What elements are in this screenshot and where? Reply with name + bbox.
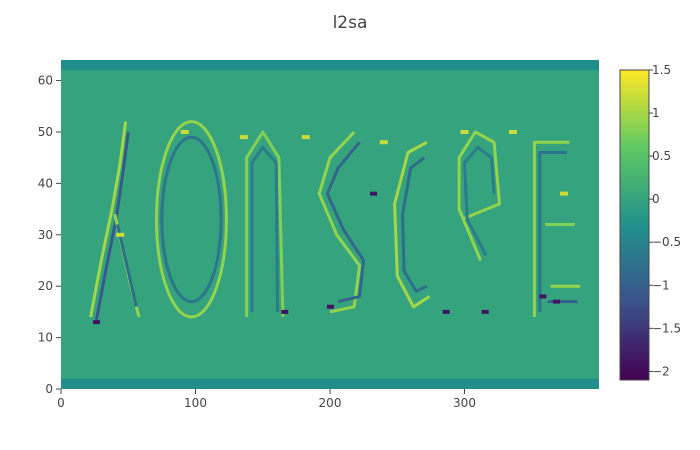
y-tick-label: 10 <box>38 331 53 345</box>
y-tick-label: 60 <box>38 74 53 88</box>
colorbar-gradient <box>619 69 650 381</box>
y-tick-label: 50 <box>38 125 53 139</box>
heatmap-maximum-spot <box>560 191 569 196</box>
colorbar-ticks: 1.5 1 0.5 0 −0.5 −1 −1.5 −2 <box>649 63 681 378</box>
x-axis: 0 100 200 300 <box>57 389 476 410</box>
heatmap-stroke <box>538 151 567 312</box>
heatmap-stroke <box>245 130 285 318</box>
heatmap-minimum-spot <box>281 309 289 314</box>
heatmap-stroke <box>89 121 128 318</box>
heatmap-maximum-spot <box>116 232 125 237</box>
colorbar-tick-label: −1.5 <box>652 321 681 335</box>
heatmap-maximum-spot <box>460 129 469 134</box>
heatmap-band-top <box>61 60 599 71</box>
heatmap-stroke <box>250 145 279 312</box>
y-tick-label: 20 <box>38 279 53 293</box>
colorbar-tick-label: 1 <box>652 106 660 120</box>
heatmap-minimum-spot <box>442 309 450 314</box>
colorbar-tick-label: 1.5 <box>652 63 671 77</box>
heatmap-stroke <box>463 145 496 256</box>
heatmap-plot-area <box>61 60 599 389</box>
heatmap-stroke <box>154 120 228 319</box>
y-tick-label: 40 <box>38 176 53 190</box>
heatmap-minimum-spot <box>92 320 100 325</box>
heatmap-minimum-spot <box>539 294 547 299</box>
colorbar-tick-label: −1 <box>652 278 670 292</box>
colorbar-tick-label: 0 <box>652 192 660 206</box>
x-tick-label: 200 <box>319 396 342 410</box>
y-axis: 0 10 20 30 40 50 60 <box>38 74 61 396</box>
x-tick-label: 100 <box>184 396 207 410</box>
heatmap-background <box>61 60 599 389</box>
heatmap-stroke <box>160 135 223 304</box>
heatmap-stroke <box>401 156 428 293</box>
x-tick-label: 300 <box>453 396 476 410</box>
chart-title: l2sa <box>333 13 368 33</box>
heatmap-band-bottom <box>61 378 599 389</box>
heatmap-stroke <box>116 224 138 308</box>
heatmap-stroke <box>457 130 501 262</box>
heatmap-maximum-spot <box>301 135 310 140</box>
heatmap-maximum-spot <box>180 129 189 134</box>
y-tick-label: 30 <box>38 228 53 242</box>
heatmap-stroke <box>532 140 570 317</box>
heatmap-minimum-spot <box>370 191 378 196</box>
heatmap-stroke <box>325 141 366 304</box>
y-tick-label: 0 <box>45 382 53 396</box>
heatmap-minimum-spot <box>552 299 560 304</box>
colorbar <box>619 69 650 381</box>
heatmap-maximum-spot <box>239 135 248 140</box>
colorbar-tick-label: −2 <box>652 364 670 378</box>
heatmap-minimum-spot <box>481 309 489 314</box>
x-tick-label: 0 <box>57 396 65 410</box>
heatmap-maximum-spot <box>508 129 517 134</box>
heatmap-maximum-spot <box>379 140 388 145</box>
heatmap-minimum-spot <box>327 304 334 309</box>
colorbar-tick-label: −0.5 <box>652 235 681 249</box>
heatmap-stroke <box>317 130 362 314</box>
colorbar-tick-label: 0.5 <box>652 149 671 163</box>
heatmap-stroke <box>393 140 431 309</box>
